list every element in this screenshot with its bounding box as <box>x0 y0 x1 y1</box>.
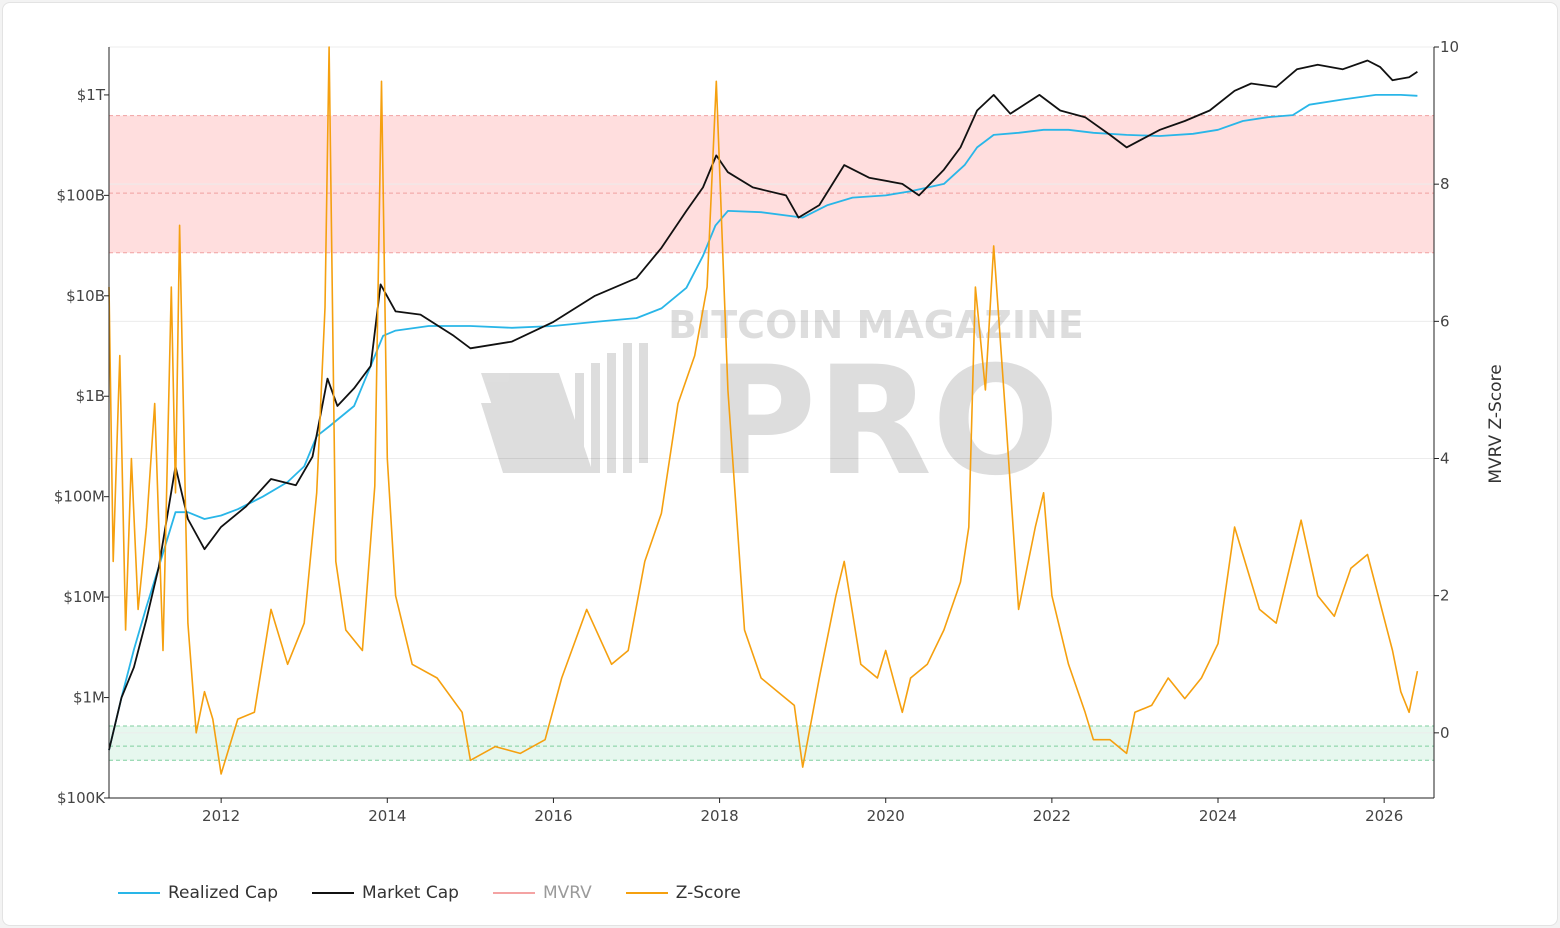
x-tick-2014: 2014 <box>368 807 406 825</box>
y-right-tick-4: 4 <box>1440 450 1450 468</box>
x-tick-2024: 2024 <box>1199 807 1237 825</box>
right-axis-title: MVRV Z-Score <box>1486 364 1506 483</box>
y-right-tick-6: 6 <box>1440 312 1450 330</box>
watermark: BITCOIN MAGAZINE PRO <box>481 303 1084 509</box>
legend: Realized Cap Market Cap MVRV Z-Score <box>118 883 741 903</box>
legend-swatch-market-cap <box>312 892 355 894</box>
legend-label-mvrv: MVRV <box>542 883 592 903</box>
y-right-tick-8: 8 <box>1440 175 1450 193</box>
legend-swatch-mvrv <box>492 892 535 894</box>
x-tick-2012: 2012 <box>202 807 240 825</box>
series-line-market-cap <box>108 59 1418 751</box>
legend-item-mvrv[interactable]: MVRV <box>492 883 592 903</box>
y-left-tick-100b: $100B <box>57 186 105 204</box>
legend-label-realized-cap: Realized Cap <box>168 883 279 903</box>
y-left-tick-1b: $1B <box>76 387 105 405</box>
watermark-line1: BITCOIN MAGAZINE <box>668 303 1084 347</box>
x-tick-2026: 2026 <box>1365 807 1403 825</box>
tick-labels: 2012 2014 2016 2018 2020 2022 2024 2026 $1T $100B… <box>54 38 1459 825</box>
mvrv-zscore-chart: BITCOIN MAGAZINE PRO 2012 2014 2016 2018 202… <box>54 38 1506 825</box>
y-left-tick-10b: $10B <box>66 287 105 305</box>
x-tick-2016: 2016 <box>534 807 572 825</box>
legend-item-z-score[interactable]: Z-Score <box>625 883 741 903</box>
series-lines <box>108 46 1419 775</box>
y-left-tick-100k: $100K <box>57 789 106 807</box>
legend-label-z-score: Z-Score <box>675 883 741 903</box>
y-left-tick-100m: $100M <box>54 488 105 506</box>
zone-band-1 <box>109 725 1434 761</box>
legend-label-market-cap: Market Cap <box>362 883 459 903</box>
legend-item-realized-cap[interactable]: Realized Cap <box>118 883 278 903</box>
watermark-logo-icon <box>481 343 648 473</box>
x-tick-2018: 2018 <box>700 807 738 825</box>
legend-swatch-z-score <box>625 892 668 894</box>
watermark-line2: PRO <box>707 335 1060 509</box>
y-left-tick-1t: $1T <box>77 86 106 104</box>
series-line-z-score <box>108 46 1419 775</box>
x-tick-2020: 2020 <box>867 807 905 825</box>
y-left-tick-1m: $1M <box>73 689 105 707</box>
legend-swatch-realized-cap <box>118 892 160 894</box>
y-right-tick-10: 10 <box>1440 38 1459 56</box>
y-right-tick-0: 0 <box>1440 724 1450 742</box>
y-right-tick-2: 2 <box>1440 587 1450 605</box>
axes <box>104 46 1439 803</box>
x-tick-2022: 2022 <box>1033 807 1071 825</box>
legend-item-market-cap[interactable]: Market Cap <box>312 883 459 903</box>
y-left-tick-10m: $10M <box>63 588 105 606</box>
